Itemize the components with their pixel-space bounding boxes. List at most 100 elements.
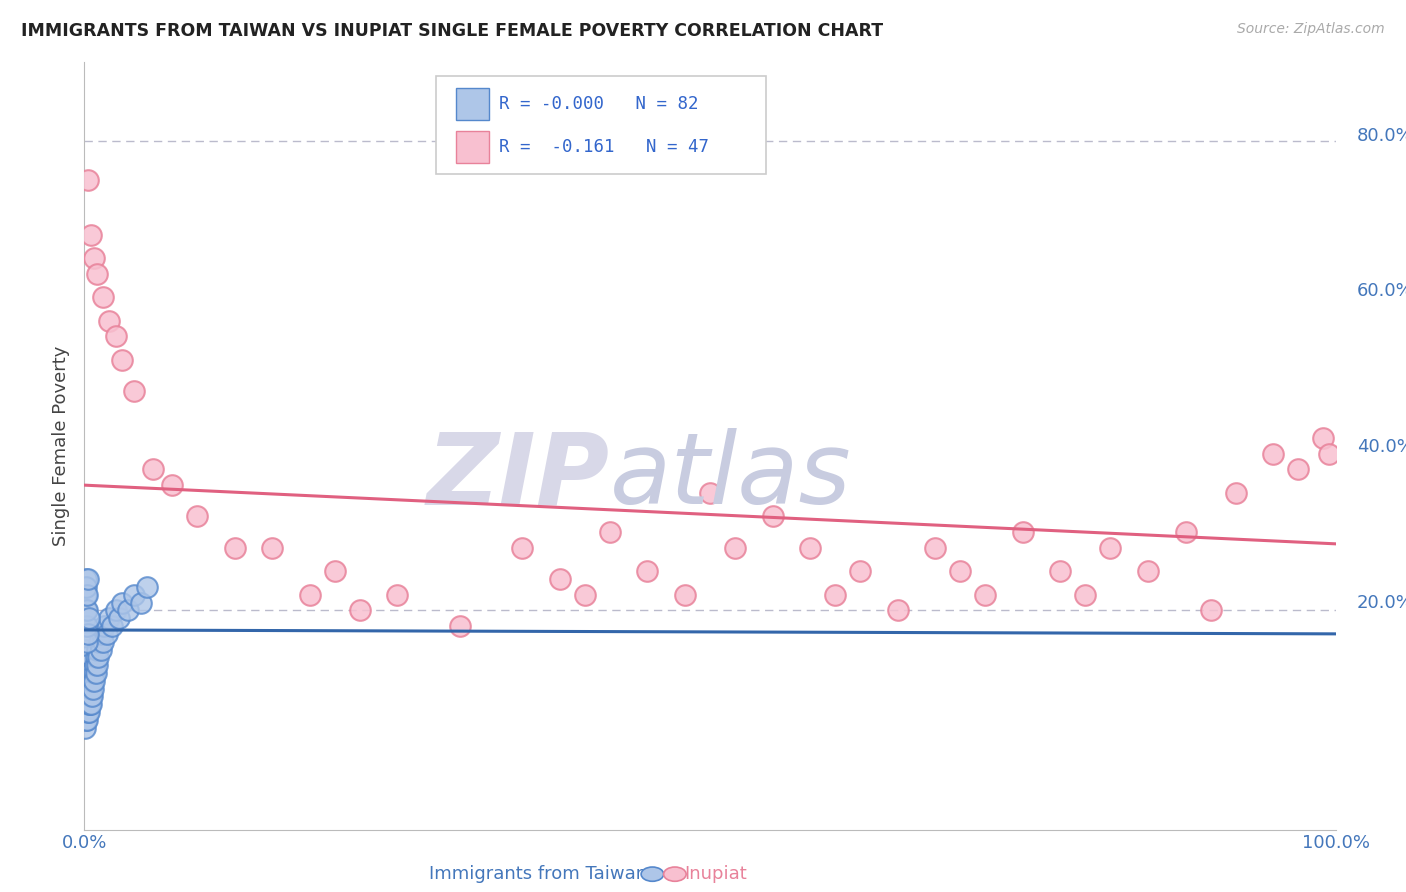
Point bbox=[262, 541, 284, 555]
Point bbox=[77, 673, 100, 688]
Point bbox=[75, 705, 97, 719]
Text: 40.0%: 40.0% bbox=[1357, 438, 1406, 456]
Point bbox=[79, 690, 101, 704]
Point bbox=[111, 596, 134, 610]
Point bbox=[87, 650, 110, 665]
Point bbox=[76, 681, 98, 696]
Point bbox=[76, 665, 98, 680]
Point bbox=[98, 611, 121, 625]
Point bbox=[124, 588, 146, 602]
Point bbox=[80, 690, 103, 704]
Point bbox=[79, 673, 101, 688]
Point bbox=[1099, 541, 1122, 555]
Point bbox=[79, 227, 101, 242]
Point bbox=[76, 681, 98, 696]
Point bbox=[75, 572, 97, 586]
Point bbox=[98, 314, 121, 328]
Point bbox=[637, 564, 659, 578]
Point bbox=[77, 665, 100, 680]
Point bbox=[1199, 603, 1222, 617]
Point bbox=[924, 541, 946, 555]
Point bbox=[84, 650, 107, 665]
Point bbox=[548, 572, 571, 586]
Point bbox=[673, 588, 696, 602]
Point bbox=[93, 619, 115, 633]
Point bbox=[77, 173, 100, 187]
Point bbox=[76, 634, 98, 648]
Point bbox=[75, 588, 97, 602]
Point bbox=[75, 603, 97, 617]
Text: R = -0.000   N = 82: R = -0.000 N = 82 bbox=[499, 95, 699, 113]
Point bbox=[75, 665, 97, 680]
Point bbox=[79, 665, 101, 680]
Point bbox=[574, 588, 596, 602]
Point bbox=[1174, 525, 1197, 540]
Point bbox=[124, 384, 146, 399]
Point bbox=[136, 580, 159, 594]
Point bbox=[76, 673, 98, 688]
Text: atlas: atlas bbox=[610, 428, 852, 525]
Point bbox=[599, 525, 621, 540]
Point bbox=[1263, 447, 1285, 461]
Point bbox=[762, 509, 785, 524]
Point bbox=[76, 690, 98, 704]
Point bbox=[91, 634, 114, 648]
Point bbox=[949, 564, 972, 578]
Point bbox=[83, 665, 105, 680]
Point bbox=[90, 642, 112, 657]
Point bbox=[101, 619, 124, 633]
Point bbox=[1074, 588, 1097, 602]
Point bbox=[75, 690, 97, 704]
Point bbox=[84, 658, 107, 673]
Point bbox=[80, 698, 103, 712]
Point bbox=[1319, 447, 1341, 461]
Point bbox=[77, 627, 100, 641]
Point bbox=[79, 698, 101, 712]
Text: 80.0%: 80.0% bbox=[1357, 127, 1406, 145]
Point bbox=[75, 673, 97, 688]
Point bbox=[385, 588, 409, 602]
Y-axis label: Single Female Poverty: Single Female Poverty bbox=[52, 346, 70, 546]
Point bbox=[699, 486, 721, 500]
Point bbox=[80, 681, 103, 696]
Point bbox=[91, 290, 114, 304]
Point bbox=[75, 642, 97, 657]
Point bbox=[799, 541, 821, 555]
Point bbox=[1012, 525, 1035, 540]
Point bbox=[1049, 564, 1071, 578]
Text: 20.0%: 20.0% bbox=[1357, 594, 1406, 612]
Point bbox=[824, 588, 846, 602]
Text: ZIP: ZIP bbox=[427, 428, 610, 525]
Point bbox=[76, 698, 98, 712]
Point bbox=[75, 698, 97, 712]
Point bbox=[224, 541, 246, 555]
Point bbox=[79, 665, 101, 680]
Point bbox=[76, 603, 98, 617]
Text: 60.0%: 60.0% bbox=[1357, 283, 1406, 301]
Point bbox=[104, 603, 127, 617]
Point bbox=[82, 673, 104, 688]
Point bbox=[1136, 564, 1159, 578]
Point bbox=[76, 698, 98, 712]
Point bbox=[84, 665, 107, 680]
Point bbox=[76, 658, 98, 673]
Point bbox=[79, 690, 101, 704]
Text: IMMIGRANTS FROM TAIWAN VS INUPIAT SINGLE FEMALE POVERTY CORRELATION CHART: IMMIGRANTS FROM TAIWAN VS INUPIAT SINGLE… bbox=[21, 22, 883, 40]
Point bbox=[129, 596, 152, 610]
Point bbox=[75, 619, 97, 633]
Point bbox=[83, 673, 105, 688]
Point bbox=[77, 611, 100, 625]
Point bbox=[108, 611, 131, 625]
Point bbox=[76, 713, 98, 727]
Point bbox=[142, 462, 165, 476]
Point bbox=[75, 713, 97, 727]
Point bbox=[77, 698, 100, 712]
Point bbox=[186, 509, 208, 524]
Point bbox=[90, 627, 112, 641]
Point bbox=[849, 564, 872, 578]
Point bbox=[77, 681, 100, 696]
Point bbox=[160, 478, 183, 492]
Point bbox=[887, 603, 910, 617]
Point bbox=[76, 705, 98, 719]
Point bbox=[1286, 462, 1309, 476]
